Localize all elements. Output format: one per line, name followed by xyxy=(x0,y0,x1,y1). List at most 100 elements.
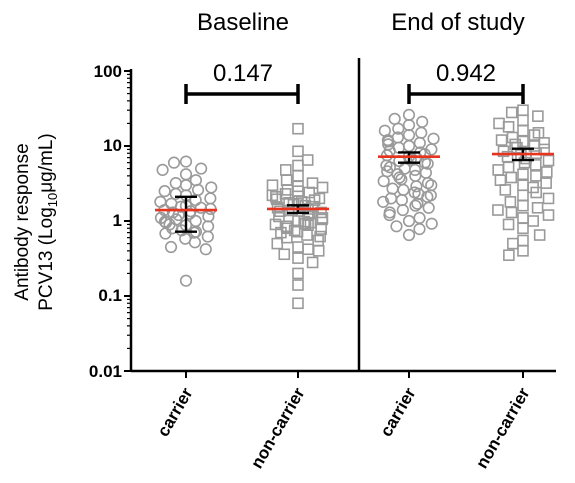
data-point-carrier xyxy=(410,180,423,193)
data-point-carrier xyxy=(413,222,426,236)
data-point-non-carrier xyxy=(288,224,301,237)
category-label-baseline-non-carrier: non-carrier xyxy=(247,384,309,472)
data-point-carrier xyxy=(402,228,416,242)
data-point-carrier xyxy=(393,171,406,184)
data-point-carrier xyxy=(377,195,390,208)
y-axis-label-part1: PCV13 (Log xyxy=(36,207,57,311)
data-point-non-carrier xyxy=(292,297,304,310)
data-point-carrier xyxy=(159,227,172,240)
data-point-carrier xyxy=(189,174,202,187)
panel-title-end-of-study: End of study xyxy=(391,9,524,36)
data-point-non-carrier xyxy=(530,186,542,199)
data-point-carrier xyxy=(383,208,396,222)
data-point-non-carrier xyxy=(538,137,550,149)
data-point-non-carrier xyxy=(505,106,518,119)
data-point-non-carrier xyxy=(492,204,504,216)
data-point-carrier xyxy=(421,157,434,170)
p-value-baseline: 0.147 xyxy=(213,60,273,87)
panel-title-baseline: Baseline xyxy=(197,9,289,36)
data-point-non-carrier xyxy=(517,245,529,257)
data-point-non-carrier xyxy=(502,218,515,231)
data-point-non-carrier xyxy=(312,245,325,257)
data-point-non-carrier xyxy=(271,237,284,250)
data-point-carrier xyxy=(195,162,208,175)
data-point-non-carrier xyxy=(531,201,544,214)
data-point-non-carrier xyxy=(299,217,312,230)
data-point-non-carrier xyxy=(528,129,541,141)
data-point-non-carrier xyxy=(292,252,304,264)
data-point-non-carrier xyxy=(527,215,539,227)
data-point-carrier xyxy=(164,240,178,254)
data-point-carrier xyxy=(179,155,193,168)
data-point-carrier xyxy=(179,179,193,192)
data-point-carrier xyxy=(386,182,399,195)
data-point-carrier xyxy=(191,183,205,196)
data-point-non-carrier xyxy=(270,191,282,203)
y-tick-label-10: 10 xyxy=(103,136,122,155)
data-point-non-carrier xyxy=(532,110,544,122)
data-point-carrier xyxy=(425,217,438,230)
data-point-non-carrier xyxy=(298,215,310,228)
data-point-carrier xyxy=(416,115,429,128)
data-point-carrier xyxy=(199,243,212,256)
data-point-carrier xyxy=(408,163,422,177)
y-axis-label-line1: Antibody response xyxy=(12,143,33,300)
axes xyxy=(124,58,556,378)
data-point-carrier xyxy=(156,163,169,177)
data-point-non-carrier xyxy=(517,199,529,212)
data-point-non-carrier xyxy=(280,174,293,186)
y-axis-label-part2: μg/mL) xyxy=(36,133,57,193)
y-tick-label-0.1: 0.1 xyxy=(98,286,122,305)
data-point-carrier xyxy=(202,210,215,223)
data-point-carrier xyxy=(158,185,171,198)
data-point-carrier xyxy=(397,183,410,196)
y-axis-label: Antibody response PCV13 (Log10μg/mL) xyxy=(12,133,60,311)
data-point-non-carrier xyxy=(506,131,519,144)
data-point-non-carrier xyxy=(517,212,529,224)
data-point-carrier xyxy=(390,220,403,233)
data-point-non-carrier xyxy=(315,223,327,235)
data-point-carrier xyxy=(425,179,438,192)
data-point-non-carrier xyxy=(295,196,308,208)
data-point-non-carrier xyxy=(505,171,518,184)
data-point-carrier xyxy=(422,201,435,214)
data-point-non-carrier xyxy=(494,174,507,186)
y-tick-label-1: 1 xyxy=(113,211,122,230)
y-tick-label-100: 100 xyxy=(94,62,122,81)
data-point-non-carrier xyxy=(517,168,529,181)
data-point-carrier xyxy=(188,236,202,249)
data-point-non-carrier xyxy=(503,249,515,261)
data-point-non-carrier xyxy=(270,193,283,206)
data-point-non-carrier xyxy=(505,206,518,219)
data-point-carrier xyxy=(411,197,424,210)
data-point-non-carrier xyxy=(502,121,515,133)
data-point-carrier xyxy=(396,203,409,217)
data-point-carrier xyxy=(404,153,417,166)
category-label-end-non-carrier: non-carrier xyxy=(472,384,534,472)
data-point-carrier xyxy=(201,230,214,243)
data-point-non-carrier xyxy=(302,243,314,256)
data-point-non-carrier xyxy=(292,170,304,182)
data-point-non-carrier xyxy=(518,156,531,169)
data-point-carrier xyxy=(204,192,217,205)
data-point-non-carrier xyxy=(529,159,542,171)
data-point-non-carrier xyxy=(316,181,329,194)
data-point-carrier xyxy=(415,126,428,139)
data-point-carrier xyxy=(402,139,416,153)
data-point-non-carrier xyxy=(493,117,505,130)
data-point-non-carrier xyxy=(306,177,319,189)
data-point-non-carrier xyxy=(292,215,304,227)
data-point-non-carrier xyxy=(266,179,279,192)
data-point-carrier xyxy=(377,175,390,188)
data-point-non-carrier xyxy=(517,222,529,235)
y-axis-label-subscript: 10 xyxy=(45,193,60,207)
y-tick-label-0.01: 0.01 xyxy=(89,362,122,381)
data-point-non-carrier xyxy=(292,279,304,291)
data-point-non-carrier xyxy=(517,189,529,202)
data-point-non-carrier xyxy=(301,154,314,166)
data-point-carrier xyxy=(179,274,193,287)
data-point-non-carrier xyxy=(314,230,326,243)
category-label-end-carrier: carrier xyxy=(377,384,420,440)
data-marks xyxy=(154,84,555,310)
